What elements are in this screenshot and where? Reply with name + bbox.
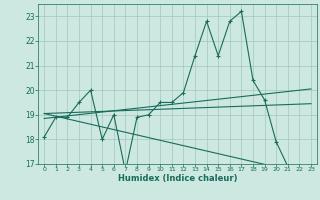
X-axis label: Humidex (Indice chaleur): Humidex (Indice chaleur) <box>118 174 237 183</box>
